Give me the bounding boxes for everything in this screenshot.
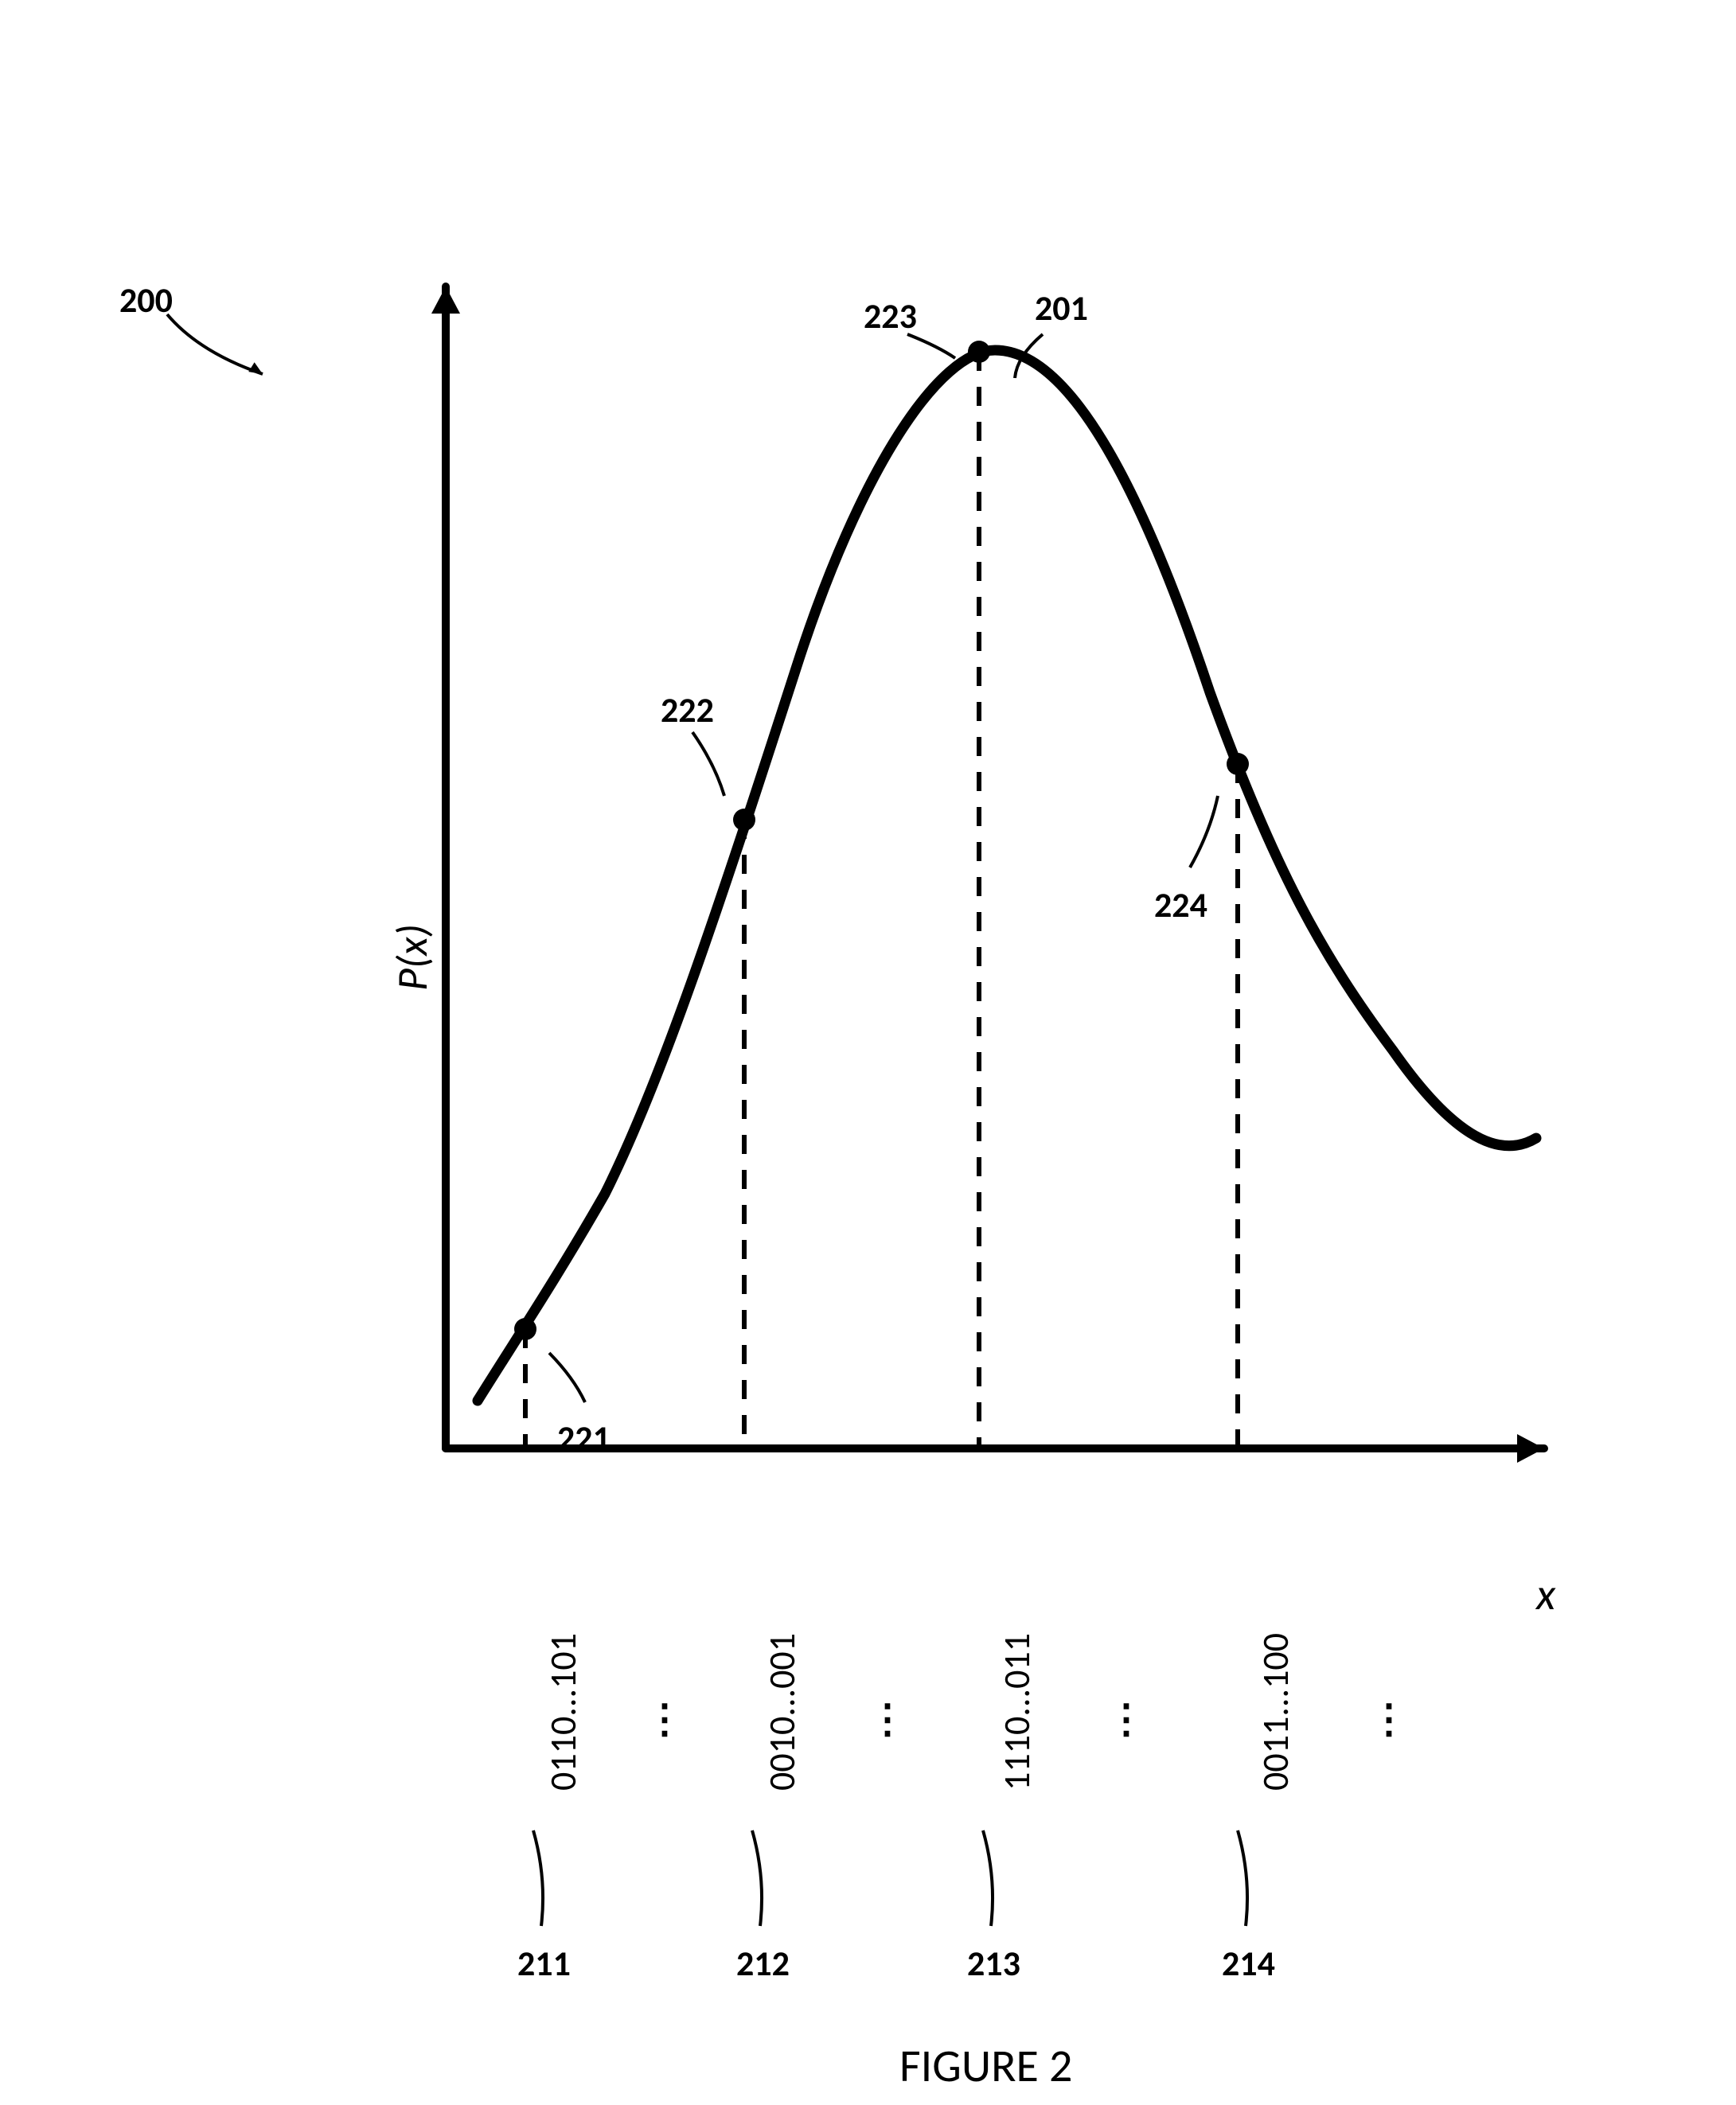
bin-ref-214: 214 (1222, 1942, 1275, 1985)
figure-caption: FIGURE 2 (899, 2037, 1072, 2094)
ellipsis-2: ⋮ (868, 1695, 907, 1744)
bin-label-4: 0011...100 (1254, 1633, 1298, 1791)
bin-label-1: 0110...101 (541, 1633, 586, 1791)
bin-label-3: 1110...011 (995, 1633, 1040, 1791)
bin-ref-212: 212 (736, 1942, 790, 1985)
ellipsis-1: ⋮ (645, 1695, 685, 1744)
bin-ref-213: 213 (967, 1942, 1020, 1985)
point-ref-223: 223 (864, 294, 917, 337)
x-axis-label-text: x (1536, 1568, 1555, 1622)
ellipsis-4: ⋮ (1369, 1695, 1409, 1744)
figure-ref-200: 200 (119, 279, 173, 322)
bin-label-2: 0010...001 (760, 1633, 805, 1791)
point-ref-224: 224 (1154, 883, 1207, 926)
ellipsis-3: ⋮ (1106, 1695, 1146, 1744)
y-axis-label-text: P(x) (386, 924, 439, 991)
point-ref-221: 221 (557, 1417, 611, 1460)
point-ref-222: 222 (661, 688, 714, 731)
bin-ref-211: 211 (517, 1942, 571, 1985)
y-axis-label: P(x) (386, 924, 439, 991)
x-axis-label: x (1536, 1568, 1555, 1622)
curve-ref-201: 201 (1035, 287, 1088, 329)
figure-stage: P(x) x 200 201 221 222 223 224 0110...10… (0, 0, 1736, 2105)
